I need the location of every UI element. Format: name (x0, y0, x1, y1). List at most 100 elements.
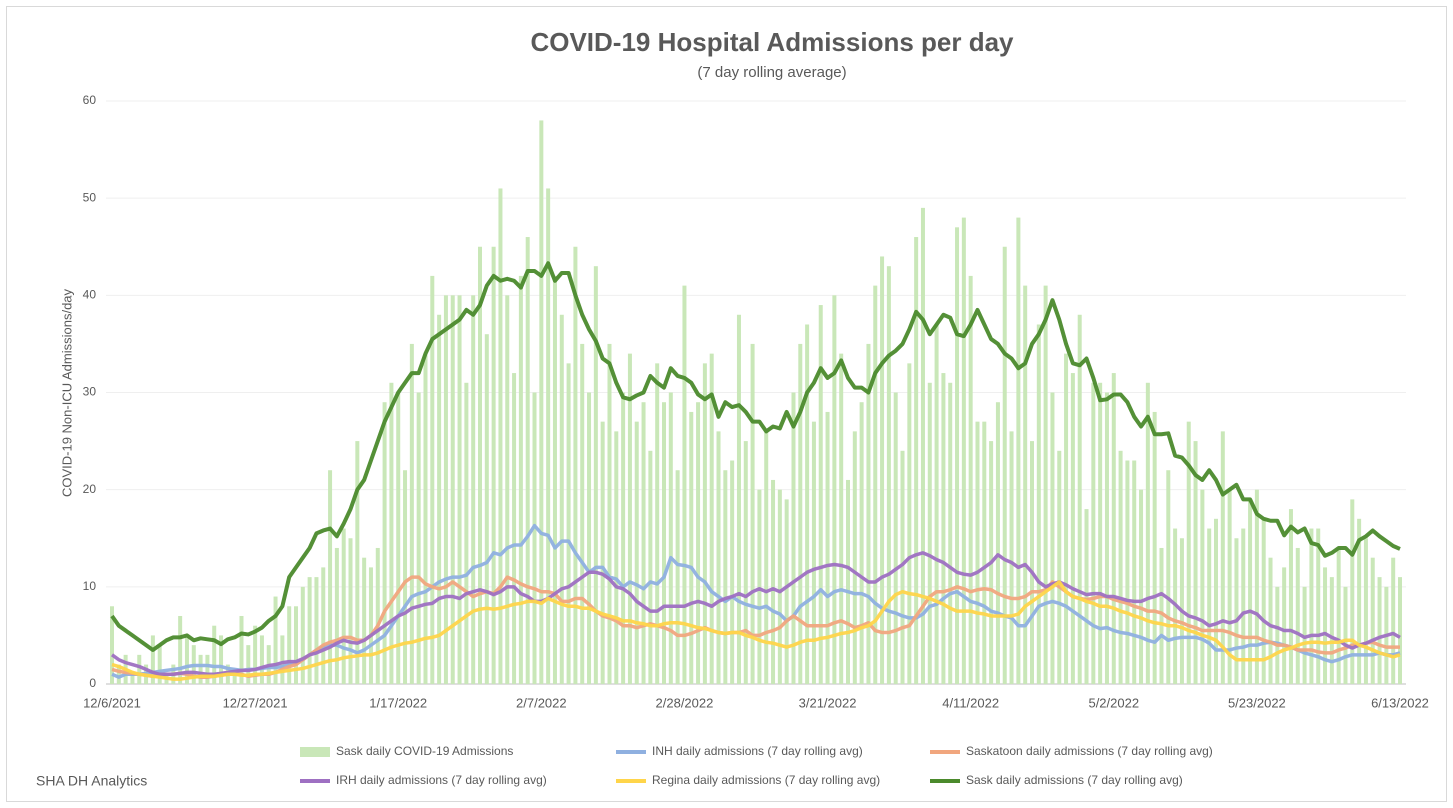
bar (1043, 285, 1048, 684)
bar (961, 217, 966, 684)
y-tick-label: 50 (83, 190, 97, 204)
bar (968, 275, 973, 684)
bar (1391, 557, 1396, 684)
bar (1343, 586, 1348, 684)
bar (818, 305, 823, 684)
bar (777, 489, 782, 684)
bar (1030, 441, 1034, 684)
bar (1104, 392, 1109, 684)
bar (1288, 509, 1293, 684)
x-tick-label: 2/28/2022 (656, 695, 714, 710)
bar (539, 120, 544, 684)
line (111, 575, 1400, 679)
line (111, 523, 1401, 679)
chart-subtitle: (7 day rolling average) (697, 64, 846, 81)
bar (416, 392, 421, 684)
legend-label: Saskatoon daily admissions (7 day rollin… (966, 744, 1213, 758)
bar (736, 314, 741, 684)
bar (368, 567, 373, 684)
bar (900, 450, 905, 684)
bar (607, 343, 612, 684)
bar (307, 577, 312, 684)
bar (1132, 460, 1137, 684)
bar (437, 314, 442, 684)
bar (1118, 450, 1123, 684)
bar (927, 382, 932, 684)
bar (403, 470, 408, 684)
bar (839, 353, 844, 684)
bar (1295, 547, 1300, 684)
bar (219, 635, 224, 684)
bar (443, 295, 448, 684)
bar (253, 625, 258, 684)
bar (178, 615, 183, 684)
bar (512, 373, 517, 684)
bar (198, 654, 203, 684)
bar (573, 246, 578, 684)
bar (689, 411, 694, 684)
bar (750, 343, 755, 684)
bar (1316, 528, 1321, 684)
bar (348, 538, 353, 684)
bar (389, 382, 394, 684)
bar (866, 343, 871, 684)
bar (627, 353, 632, 684)
bar (1057, 450, 1062, 684)
bar (600, 421, 605, 684)
bar (1023, 285, 1028, 684)
bar (825, 411, 830, 684)
bar (675, 470, 680, 684)
bar (157, 645, 162, 684)
bar (1377, 577, 1382, 684)
y-tick-label: 0 (89, 676, 96, 690)
bar (948, 382, 953, 684)
y-axis-label: COVID-19 Non-ICU Admissions/day (59, 288, 74, 497)
bar (362, 557, 367, 684)
bar (1200, 489, 1205, 684)
bar (1323, 567, 1328, 684)
bar (525, 237, 530, 685)
bar (1145, 382, 1150, 684)
bar (668, 392, 673, 684)
bar (723, 470, 728, 684)
bar (1268, 557, 1273, 684)
legend-label: Regina daily admissions (7 day rolling a… (652, 773, 880, 787)
bar (546, 188, 551, 684)
bar (328, 470, 333, 684)
bar (1282, 567, 1287, 684)
legend-label: Sask daily COVID-19 Admissions (336, 744, 513, 758)
bar (1309, 528, 1314, 684)
bar (1111, 373, 1116, 684)
bar (552, 275, 557, 684)
bar (1050, 392, 1055, 684)
bar (1009, 431, 1014, 684)
bar (1357, 518, 1362, 684)
bar (1091, 382, 1096, 684)
y-tick-label: 60 (83, 93, 97, 107)
bar (518, 275, 523, 684)
x-tick-label: 2/7/2022 (516, 695, 567, 710)
bar (239, 615, 244, 684)
bar (934, 324, 939, 684)
bar (791, 392, 796, 684)
bar (880, 256, 885, 684)
bar (982, 421, 987, 684)
bar (716, 431, 721, 684)
bar (137, 654, 142, 684)
bar (1152, 411, 1157, 684)
bar (484, 334, 489, 684)
bar (648, 450, 653, 684)
bar (995, 402, 1000, 684)
line (110, 551, 1401, 677)
bar (205, 654, 210, 684)
bar (886, 266, 891, 684)
bar (859, 402, 864, 684)
bar (580, 343, 585, 684)
bar (1220, 431, 1225, 684)
bar (1166, 470, 1171, 684)
legend-label: INH daily admissions (7 day rolling avg) (652, 744, 863, 758)
bar (1207, 528, 1212, 684)
legend-label: Sask daily admissions (7 day rolling avg… (966, 773, 1183, 787)
bar (1125, 460, 1130, 684)
